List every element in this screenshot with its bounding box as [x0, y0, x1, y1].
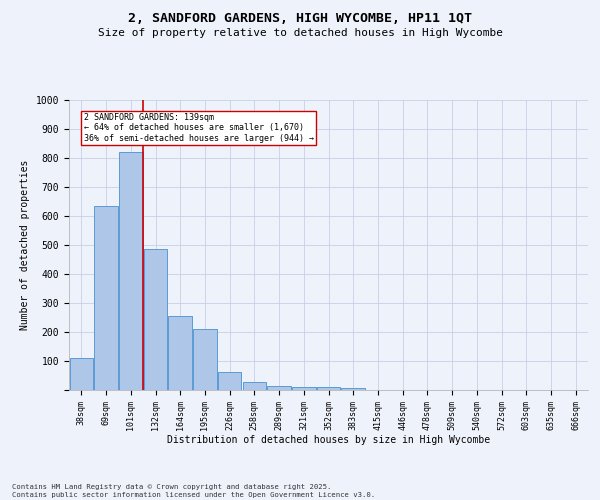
X-axis label: Distribution of detached houses by size in High Wycombe: Distribution of detached houses by size … — [167, 436, 490, 446]
Bar — [317, 387, 340, 390]
Bar — [292, 386, 316, 390]
Bar — [70, 358, 93, 390]
Bar — [94, 206, 118, 390]
Text: 2, SANDFORD GARDENS, HIGH WYCOMBE, HP11 1QT: 2, SANDFORD GARDENS, HIGH WYCOMBE, HP11 … — [128, 12, 472, 26]
Bar — [341, 388, 365, 390]
Text: Size of property relative to detached houses in High Wycombe: Size of property relative to detached ho… — [97, 28, 503, 38]
Bar — [268, 386, 291, 390]
Y-axis label: Number of detached properties: Number of detached properties — [20, 160, 30, 330]
Bar — [144, 250, 167, 390]
Text: Contains HM Land Registry data © Crown copyright and database right 2025.
Contai: Contains HM Land Registry data © Crown c… — [12, 484, 375, 498]
Bar — [218, 372, 241, 390]
Bar — [193, 329, 217, 390]
Bar — [242, 382, 266, 390]
Bar — [119, 152, 143, 390]
Bar — [169, 316, 192, 390]
Text: 2 SANDFORD GARDENS: 139sqm
← 64% of detached houses are smaller (1,670)
36% of s: 2 SANDFORD GARDENS: 139sqm ← 64% of deta… — [84, 113, 314, 143]
